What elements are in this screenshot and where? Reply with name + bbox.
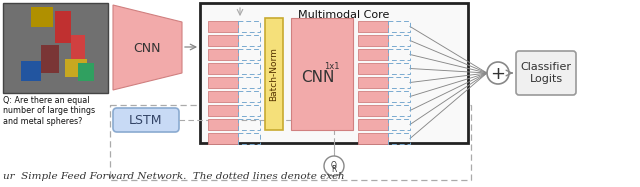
Text: LSTM: LSTM: [129, 114, 163, 126]
Text: R: R: [332, 165, 337, 174]
Bar: [238, 77, 260, 88]
Text: Batch-Norm: Batch-Norm: [269, 47, 278, 101]
Text: ur  Simple Feed Forward Network.  The dotted lines denote exch: ur Simple Feed Forward Network. The dott…: [3, 172, 344, 181]
Bar: [388, 21, 410, 32]
Text: Q: Are there an equal
number of large things
and metal spheres?: Q: Are there an equal number of large th…: [3, 96, 95, 126]
Bar: [208, 21, 238, 32]
Bar: [388, 133, 410, 144]
Bar: [388, 119, 410, 130]
Text: O: O: [331, 160, 337, 169]
Bar: [238, 63, 260, 74]
Bar: [358, 49, 388, 60]
Bar: [41, 45, 59, 73]
Bar: [71, 35, 85, 59]
Bar: [200, 3, 468, 143]
Bar: [388, 35, 410, 46]
Bar: [55, 11, 71, 43]
Bar: [238, 91, 260, 102]
Bar: [3, 3, 108, 93]
Bar: [208, 119, 238, 130]
Text: Classifier
Logits: Classifier Logits: [520, 62, 572, 84]
Text: CNN: CNN: [133, 42, 161, 54]
Bar: [265, 18, 283, 130]
Circle shape: [324, 156, 344, 176]
Bar: [238, 35, 260, 46]
Bar: [291, 18, 353, 130]
Bar: [358, 105, 388, 116]
Bar: [388, 105, 410, 116]
Bar: [238, 119, 260, 130]
Bar: [388, 77, 410, 88]
Bar: [208, 133, 238, 144]
Bar: [110, 105, 471, 180]
FancyBboxPatch shape: [113, 108, 179, 132]
Bar: [358, 77, 388, 88]
Bar: [208, 91, 238, 102]
Bar: [21, 61, 41, 81]
Text: +: +: [490, 65, 506, 83]
Bar: [358, 21, 388, 32]
Bar: [208, 63, 238, 74]
Bar: [388, 91, 410, 102]
Bar: [208, 49, 238, 60]
Bar: [358, 63, 388, 74]
Bar: [208, 77, 238, 88]
Text: CNN: CNN: [301, 70, 335, 85]
Bar: [208, 35, 238, 46]
Bar: [31, 7, 53, 27]
Bar: [238, 21, 260, 32]
Bar: [388, 63, 410, 74]
Bar: [238, 105, 260, 116]
Text: 1x1: 1x1: [324, 62, 340, 70]
Bar: [388, 49, 410, 60]
Text: Multimodal Core: Multimodal Core: [298, 10, 390, 20]
Circle shape: [487, 62, 509, 84]
Bar: [78, 63, 94, 81]
Polygon shape: [113, 5, 182, 90]
FancyBboxPatch shape: [516, 51, 576, 95]
Bar: [358, 133, 388, 144]
Bar: [358, 35, 388, 46]
Bar: [208, 105, 238, 116]
Bar: [358, 91, 388, 102]
Bar: [65, 59, 87, 77]
Bar: [238, 49, 260, 60]
Bar: [358, 119, 388, 130]
Bar: [238, 133, 260, 144]
